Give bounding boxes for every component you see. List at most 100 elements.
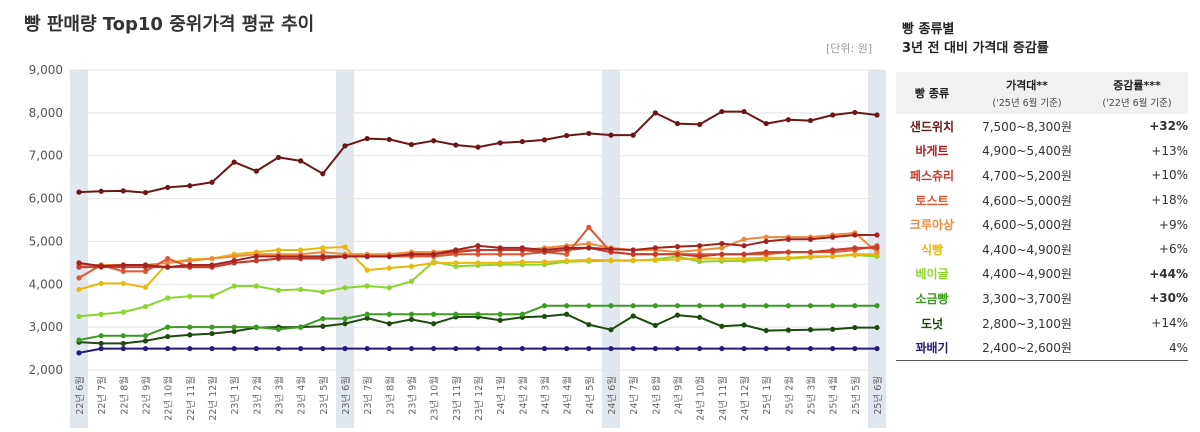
data-point — [275, 253, 282, 260]
data-point — [408, 345, 415, 352]
data-point — [874, 245, 880, 251]
highlight-band — [70, 70, 88, 428]
price-range: 3,300~3,700원 — [982, 291, 1072, 306]
data-point — [763, 234, 769, 240]
data-point — [76, 350, 82, 356]
data-point — [874, 324, 880, 331]
data-point — [320, 245, 326, 251]
data-point — [187, 345, 193, 352]
x-tick-label: 23년 10월 — [429, 376, 441, 421]
y-tick-label: 7,000 — [29, 149, 63, 163]
data-point — [209, 262, 215, 268]
y-tick-label: 5,000 — [29, 234, 63, 248]
data-point — [674, 256, 681, 263]
data-point — [120, 340, 126, 347]
data-point — [431, 138, 437, 144]
data-point — [541, 259, 548, 265]
data-point — [564, 311, 570, 317]
data-point — [209, 179, 215, 185]
data-point — [830, 234, 836, 240]
price-range: 4,600~5,000원 — [982, 193, 1072, 208]
data-point — [497, 140, 503, 146]
data-point — [697, 121, 703, 128]
data-point — [431, 311, 437, 317]
data-point — [364, 311, 370, 317]
data-point — [719, 255, 725, 262]
data-point — [807, 327, 814, 333]
data-point — [785, 327, 791, 333]
table-row: 페스츄리 4,700~5,200원 +10% — [896, 163, 1188, 188]
data-point — [874, 249, 880, 255]
data-point — [674, 303, 681, 309]
data-point — [674, 312, 681, 318]
side-panel-title: 빵 종류별 3년 전 대비 가격대 증감률 — [902, 20, 1049, 58]
data-point — [541, 137, 548, 143]
data-point — [741, 255, 747, 262]
data-point — [608, 303, 614, 309]
line-chart: 2,000 3,000 4,000 5,000 6,000 7,000 8,000 9,000… — [29, 63, 886, 428]
data-point — [142, 345, 149, 352]
data-point — [719, 240, 725, 247]
data-point — [697, 314, 703, 320]
data-point — [320, 315, 326, 322]
data-point — [431, 251, 437, 257]
data-point — [652, 110, 658, 116]
price-range: 4,700~5,200원 — [982, 168, 1072, 183]
data-point — [142, 284, 149, 290]
data-point — [497, 260, 503, 266]
data-point — [253, 283, 259, 289]
side-title-line-2: 3년 전 대비 가격대 증감률 — [902, 41, 1049, 56]
data-point — [453, 247, 459, 253]
x-tick-label: 25년 2월 — [783, 376, 795, 415]
data-point — [386, 285, 392, 291]
data-point — [120, 280, 126, 287]
data-point — [807, 236, 814, 242]
data-point — [719, 245, 725, 251]
data-point — [763, 345, 769, 352]
bread-name: 토스트 — [915, 193, 949, 208]
data-point — [142, 268, 149, 275]
x-tick-label: 25년 3월 — [806, 376, 818, 415]
data-point — [608, 132, 614, 138]
data-point — [231, 253, 237, 260]
x-tick-label: 24년 1월 — [495, 376, 507, 415]
data-point — [408, 316, 415, 323]
data-point — [830, 345, 836, 352]
data-point — [165, 264, 171, 270]
data-point — [586, 321, 592, 328]
x-tick-label: 25년 4월 — [828, 376, 840, 415]
data-point — [519, 345, 525, 352]
data-point — [807, 117, 814, 124]
data-point — [497, 245, 503, 251]
x-tick-label: 23년 2월 — [251, 376, 263, 415]
data-point — [674, 120, 681, 127]
data-point — [98, 333, 104, 339]
price-range: 4,600~5,000원 — [982, 218, 1072, 233]
data-point — [763, 120, 769, 127]
x-tick-label: 23년 8월 — [384, 376, 396, 415]
data-point — [298, 158, 304, 164]
data-point — [874, 112, 880, 118]
x-tick-label: 22년 6월 — [74, 376, 86, 415]
change-rate: +30% — [1149, 291, 1188, 306]
data-point — [231, 345, 237, 352]
data-point — [674, 251, 681, 257]
x-tick-label: 22년 8월 — [118, 376, 130, 415]
data-point — [120, 309, 126, 315]
data-point — [475, 243, 481, 249]
data-point — [475, 247, 481, 253]
data-point — [231, 159, 237, 165]
data-point — [187, 183, 193, 189]
data-point — [741, 236, 747, 242]
data-point — [785, 255, 791, 261]
data-point — [165, 295, 171, 301]
data-point — [76, 260, 82, 266]
data-point — [209, 324, 215, 330]
data-point — [298, 247, 304, 253]
side-title-line-1: 빵 종류별 — [902, 22, 955, 37]
data-point — [165, 260, 171, 266]
data-point — [586, 303, 592, 309]
data-point — [298, 345, 304, 352]
data-point — [741, 303, 747, 309]
data-point — [697, 253, 703, 260]
